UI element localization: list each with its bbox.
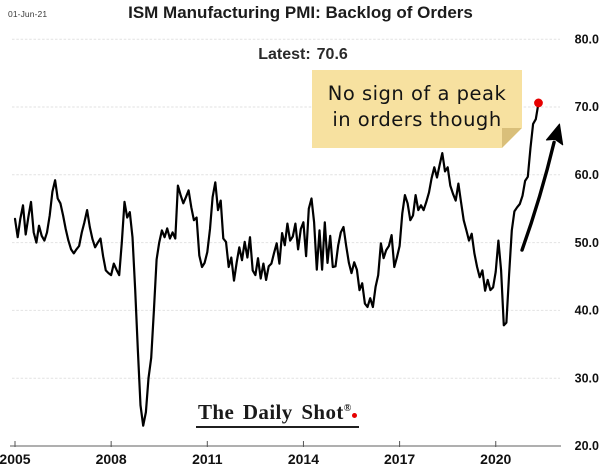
chart-title: ISM Manufacturing PMI: Backlog of Orders xyxy=(128,3,473,22)
x-tick-label: 2014 xyxy=(288,451,319,467)
note-text-line1: No sign of a peak xyxy=(327,82,507,105)
latest-point-dot xyxy=(534,98,543,108)
x-tick-label: 2011 xyxy=(192,451,223,467)
annotation-arrow-shaft xyxy=(520,140,556,252)
x-tick-label: 2020 xyxy=(480,451,511,467)
watermark-red-dot xyxy=(351,413,357,418)
y-tick-label: 80.0 xyxy=(575,32,599,46)
annotation-arrow-head xyxy=(545,123,564,146)
x-tick-label: 2017 xyxy=(384,451,415,467)
y-tick-label: 60.0 xyxy=(575,168,599,182)
watermark-text: The Daily Shot xyxy=(198,400,344,424)
latest-value: 70.6 xyxy=(316,46,348,63)
x-tick-label: 2008 xyxy=(96,451,127,467)
note-text-line2: in orders though xyxy=(332,108,502,131)
registered-mark: ® xyxy=(343,403,352,414)
latest-label: Latest: xyxy=(258,46,311,63)
sticky-note-annotation: No sign of a peak in orders though xyxy=(312,70,522,148)
report-date: 01-Jun-21 xyxy=(8,9,48,19)
y-tick-label: 40.0 xyxy=(575,304,599,318)
y-tick-label: 50.0 xyxy=(575,236,599,250)
pmi-series-line xyxy=(13,101,540,427)
latest-value-label: Latest: 70.6 xyxy=(153,46,453,64)
y-tick-label: 20.0 xyxy=(575,439,599,453)
daily-shot-watermark: The Daily Shot® xyxy=(196,400,359,428)
y-tick-label: 30.0 xyxy=(575,371,599,385)
y-tick-label: 70.0 xyxy=(575,100,599,114)
x-tick-label: 2005 xyxy=(0,451,31,467)
